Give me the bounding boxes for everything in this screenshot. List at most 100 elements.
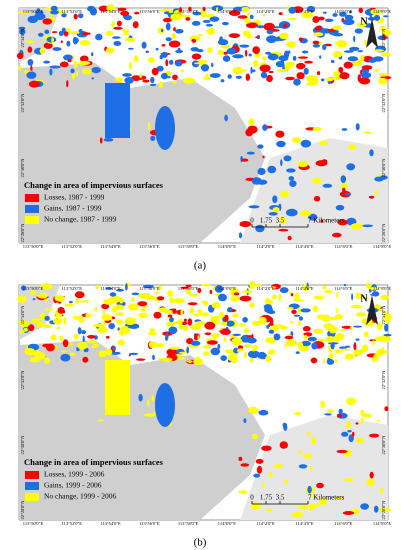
- latitude-label: 22°30'0"N: [20, 158, 25, 178]
- land-patch: [312, 40, 320, 45]
- land-patch: [278, 55, 289, 62]
- longitude-label: 114°6'0"E: [334, 286, 353, 291]
- land-patch: [57, 10, 66, 14]
- land-patch: [335, 40, 348, 48]
- land-patch: [278, 293, 282, 302]
- land-patch: [295, 351, 300, 354]
- land-patch: [317, 71, 321, 76]
- land-patch: [379, 175, 388, 180]
- latitude-label: 22°28'0"N: [381, 500, 386, 520]
- land-patch: [150, 135, 156, 141]
- land-patch: [359, 77, 371, 85]
- land-patch: [326, 409, 335, 413]
- land-patch: [355, 422, 359, 425]
- land-patch: [131, 75, 142, 81]
- land-patch: [172, 308, 177, 314]
- land-patch: [63, 54, 73, 61]
- land-patch: [190, 324, 203, 330]
- land-patch: [258, 409, 269, 416]
- land-patch: [290, 320, 294, 324]
- land-patch: [280, 159, 283, 167]
- land-patch: [53, 318, 62, 323]
- land-patch: [220, 44, 230, 49]
- land-patch: [268, 326, 278, 330]
- land-patch: [183, 318, 187, 322]
- land-patch: [59, 335, 63, 339]
- land-patch: [321, 28, 331, 34]
- land-patch: [180, 286, 189, 289]
- land-patch: [192, 11, 202, 16]
- land-patch: [18, 65, 22, 71]
- land-patch: [320, 400, 326, 409]
- land-patch: [217, 49, 224, 56]
- land-patch: [372, 56, 384, 62]
- land-patch: [87, 340, 98, 344]
- land-patch: [279, 287, 289, 294]
- land-patch: [106, 335, 110, 339]
- land-patch: [117, 339, 125, 346]
- longitude-label: 113°50'0"E: [23, 521, 44, 526]
- land-patch: [116, 319, 123, 325]
- land-patch: [369, 288, 372, 293]
- land-patch: [124, 77, 134, 84]
- land-patch: [300, 139, 312, 148]
- longitude-label: 114°8'0"E: [373, 521, 392, 526]
- land-patch: [64, 303, 75, 307]
- land-patch: [177, 47, 181, 53]
- land-patch: [343, 50, 354, 53]
- water: [19, 63, 265, 243]
- land-patch: [207, 47, 213, 54]
- longitude-label: 113°56'0"E: [139, 244, 160, 249]
- land-patch: [98, 5, 109, 12]
- land-patch: [198, 34, 203, 37]
- land-patch: [356, 22, 367, 28]
- land-patch: [383, 333, 392, 337]
- land-patch: [57, 307, 65, 314]
- land-patch: [187, 302, 198, 306]
- land-patch: [358, 7, 363, 14]
- land-patch: [51, 37, 54, 43]
- land-patch: [246, 12, 250, 16]
- land-patch: [377, 419, 380, 422]
- latitude-label: 22°32'0"N: [20, 93, 25, 113]
- land-patch: [324, 290, 333, 294]
- land-patch: [127, 47, 134, 50]
- land-patch: [251, 320, 261, 326]
- land-patch: [298, 464, 308, 469]
- land-patch: [79, 40, 91, 46]
- longitude-label: 114°0'0"E: [218, 9, 237, 14]
- land-patch: [197, 335, 200, 341]
- land-patch: [206, 340, 218, 345]
- land-patch: [44, 298, 49, 301]
- land-patch: [52, 47, 62, 51]
- land-patch: [239, 221, 252, 228]
- land-patch: [272, 464, 285, 469]
- land-patch: [332, 13, 338, 17]
- land-patch: [303, 67, 309, 75]
- land-patch: [357, 74, 361, 83]
- land-patch: [122, 73, 132, 77]
- legend-swatch: [25, 216, 39, 224]
- land-patch: [123, 32, 130, 36]
- land-patch: [383, 15, 389, 18]
- land-patch: [346, 421, 351, 429]
- land-patch: [342, 187, 346, 193]
- latitude-label: 22°32'0"N: [381, 370, 386, 390]
- land-patch: [349, 10, 352, 14]
- land-patch: [91, 52, 94, 57]
- land-patch: [304, 453, 312, 459]
- land-patch: [61, 13, 67, 18]
- land-patch: [321, 314, 331, 322]
- land-patch: [114, 77, 123, 82]
- land-patch: [231, 337, 243, 346]
- land-patch: [127, 303, 139, 311]
- longitude-label: 114°4'0"E: [295, 9, 314, 14]
- land-patch: [304, 60, 313, 64]
- latitude-label: 22°30'0"N: [381, 158, 386, 178]
- land-patch: [58, 30, 64, 37]
- land-patch: [312, 127, 322, 132]
- land-patch: [308, 213, 318, 221]
- land-patch: [336, 291, 339, 298]
- land-patch: [132, 21, 139, 29]
- land-patch: [246, 22, 258, 29]
